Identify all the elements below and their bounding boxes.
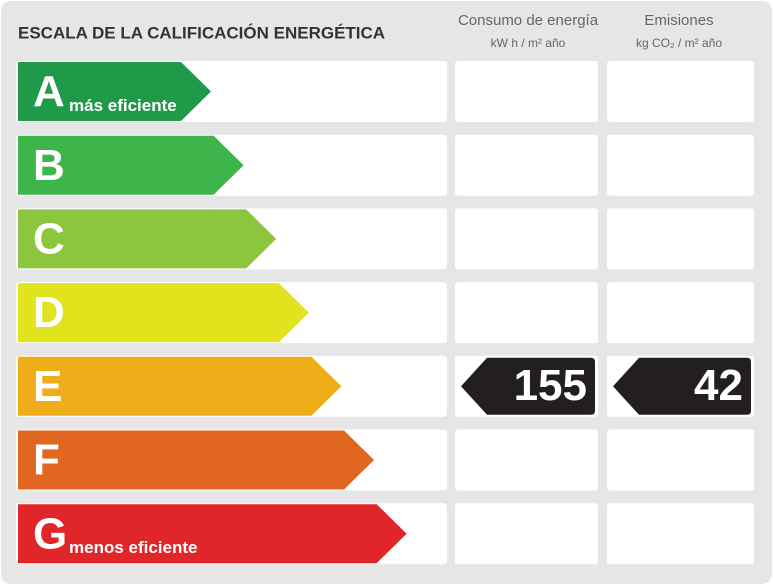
value-cell: [455, 134, 598, 196]
value-arrow: [461, 357, 595, 415]
rating-label: menos eficiente: [69, 538, 198, 557]
value-cell: [455, 208, 598, 270]
value-text: 42: [694, 361, 743, 410]
rating-arrow: [18, 283, 309, 343]
value-cell: [455, 61, 598, 122]
value-cell: [455, 429, 598, 491]
rating-arrow: [18, 504, 407, 564]
value-cell: [607, 282, 754, 344]
rating-arrow: [18, 209, 277, 269]
column-unit: kg CO₂ / m² año: [636, 36, 722, 50]
value-cell: [455, 282, 598, 344]
column-title: Consumo de energía: [458, 12, 599, 29]
value-cell: [607, 503, 754, 565]
rating-arrow: [18, 135, 244, 195]
rating-arrow: [18, 356, 342, 416]
rating-letter: F: [33, 436, 60, 485]
value-text: 155: [514, 361, 587, 410]
value-cell: [455, 503, 598, 565]
rating-letter: A: [33, 67, 65, 116]
rating-label: más eficiente: [69, 96, 177, 115]
value-cell: [607, 208, 754, 270]
value-cell: [607, 429, 754, 491]
value-cell: [607, 134, 754, 196]
title: ESCALA DE LA CALIFICACIÓN ENERGÉTICA: [18, 23, 385, 42]
rating-arrow: [18, 62, 211, 121]
rating-letter: B: [33, 141, 65, 190]
rating-letter: E: [33, 362, 62, 411]
column-unit: kW h / m² año: [491, 36, 566, 50]
column-title: Emisiones: [644, 12, 713, 29]
value-arrow: [613, 357, 751, 415]
rating-letter: D: [33, 288, 65, 337]
rating-arrow: [18, 430, 374, 490]
rating-letter: G: [33, 509, 67, 558]
value-cell: [607, 61, 754, 122]
rating-letter: C: [33, 215, 65, 264]
